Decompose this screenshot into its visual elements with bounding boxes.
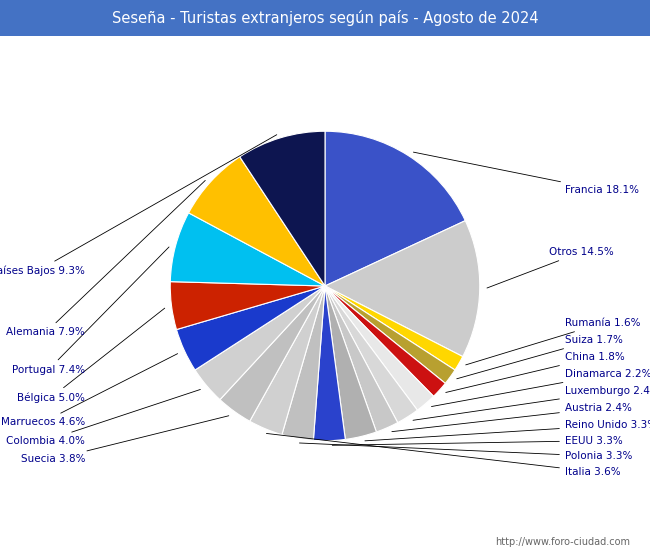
Wedge shape — [282, 286, 325, 441]
Wedge shape — [177, 286, 325, 370]
Wedge shape — [220, 286, 325, 421]
Text: Italia 3.6%: Italia 3.6% — [266, 433, 621, 477]
Text: Suecia 3.8%: Suecia 3.8% — [21, 416, 229, 464]
Text: Polonia 3.3%: Polonia 3.3% — [300, 443, 632, 461]
Wedge shape — [240, 131, 325, 286]
Text: Francia 18.1%: Francia 18.1% — [413, 152, 639, 195]
Text: Reino Unido 3.3%: Reino Unido 3.3% — [365, 420, 650, 441]
Text: Colombia 4.0%: Colombia 4.0% — [6, 389, 200, 446]
Wedge shape — [325, 286, 463, 370]
Wedge shape — [325, 286, 398, 432]
Text: Países Bajos 9.3%: Países Bajos 9.3% — [0, 135, 277, 276]
Text: EEUU 3.3%: EEUU 3.3% — [332, 436, 623, 446]
Text: Bélgica 5.0%: Bélgica 5.0% — [18, 308, 164, 403]
Wedge shape — [325, 286, 434, 410]
Text: Dinamarca 2.2%: Dinamarca 2.2% — [432, 369, 650, 406]
Text: China 1.8%: China 1.8% — [446, 352, 625, 393]
Text: Suiza 1.7%: Suiza 1.7% — [457, 335, 623, 379]
Wedge shape — [325, 286, 455, 383]
Wedge shape — [188, 157, 325, 286]
Wedge shape — [250, 286, 325, 434]
Wedge shape — [325, 221, 480, 356]
Text: Marruecos 4.6%: Marruecos 4.6% — [1, 354, 177, 427]
Wedge shape — [325, 286, 445, 397]
Wedge shape — [170, 282, 325, 329]
Text: Rumanía 1.6%: Rumanía 1.6% — [465, 318, 640, 365]
Text: Austria 2.4%: Austria 2.4% — [392, 403, 632, 432]
Text: Otros 14.5%: Otros 14.5% — [487, 247, 614, 288]
Wedge shape — [325, 286, 376, 439]
Text: http://www.foro-ciudad.com: http://www.foro-ciudad.com — [495, 537, 630, 547]
Text: Luxemburgo 2.4%: Luxemburgo 2.4% — [413, 386, 650, 420]
Wedge shape — [325, 131, 465, 286]
Text: Portugal 7.4%: Portugal 7.4% — [12, 247, 169, 375]
Wedge shape — [195, 286, 325, 400]
Text: Seseña - Turistas extranjeros según país - Agosto de 2024: Seseña - Turistas extranjeros según país… — [112, 10, 538, 26]
Text: Alemania 7.9%: Alemania 7.9% — [6, 180, 205, 338]
Wedge shape — [313, 286, 345, 441]
Wedge shape — [170, 213, 325, 286]
Wedge shape — [325, 286, 417, 422]
